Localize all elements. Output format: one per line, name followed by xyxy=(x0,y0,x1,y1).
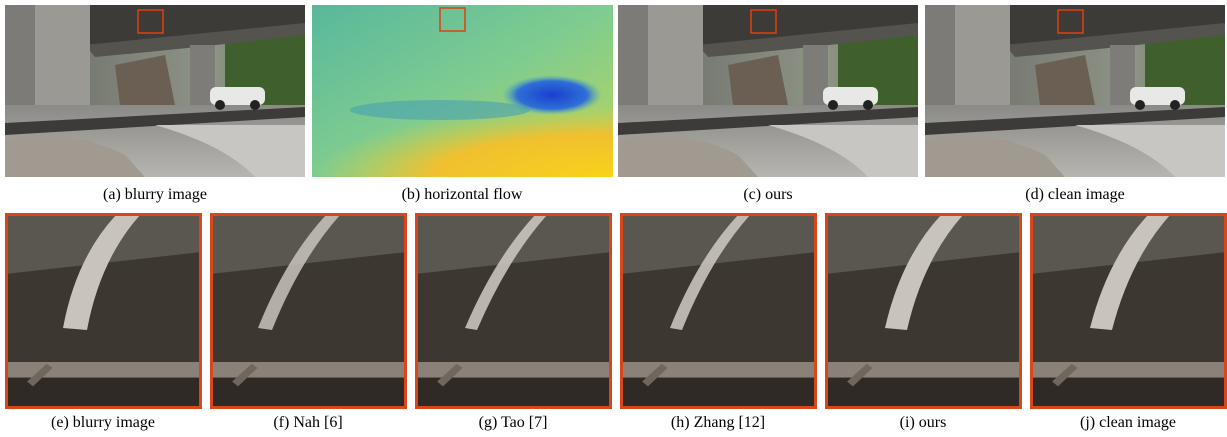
caption: (g) Tao [7] xyxy=(415,414,611,432)
caption: (e) blurry image xyxy=(5,414,201,432)
figure-images xyxy=(0,0,1227,437)
caption: (j) clean image xyxy=(1030,414,1226,432)
figure: (a) blurry image (b) horizontal flow (c) o… xyxy=(0,0,1227,437)
caption: (f) Nah [6] xyxy=(210,414,406,432)
caption: (h) Zhang [12] xyxy=(620,414,816,432)
caption: (d) clean image xyxy=(925,186,1225,204)
caption: (a) blurry image xyxy=(5,186,305,204)
caption: (c) ours xyxy=(618,186,918,204)
caption: (b) horizontal flow xyxy=(312,186,612,204)
caption: (i) ours xyxy=(825,414,1021,432)
